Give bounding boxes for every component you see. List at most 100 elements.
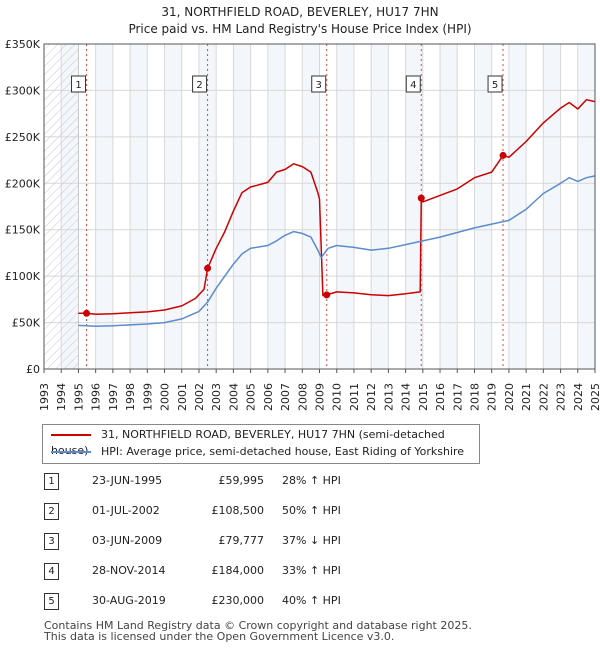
legend-item-hpi: HPI: Average price, semi-detached house,… [51,444,464,460]
sale-label-number: 2 [196,80,202,91]
x-tick-label: 2002 [193,383,206,411]
sale-point [204,264,212,272]
x-tick-label: 2009 [314,383,327,411]
sale-number-box: 5 [44,593,59,610]
footer-line-2: This data is licensed under the Open Gov… [44,630,395,643]
x-tick-label: 1998 [124,383,137,411]
x-tick-label: 2008 [296,383,309,411]
year-band [233,44,251,369]
sale-date: 30-AUG-2019 [92,594,166,607]
x-tick-label: 2006 [262,383,275,411]
x-tick-label: 2011 [348,383,361,411]
x-tick-label: 2000 [159,383,172,411]
y-tick-label: £300K [5,84,41,97]
sale-label-box [405,75,421,93]
sale-point [323,291,331,299]
price-chart: 1 2 3 4 5 £0 £50K £100K £150K £200K £250K £300K £35… [5,38,600,411]
year-band [267,44,286,369]
x-tick-label: 2005 [245,383,258,411]
x-tick-label: 2013 [382,383,395,411]
year-band [164,44,182,369]
sale-label-number: 4 [410,80,416,91]
x-tick-label: 2023 [555,383,568,411]
sale-label-number: 3 [316,80,322,91]
y-tick-label: £50K [12,317,41,330]
year-band [577,44,595,369]
sale-price: £108,500 [211,504,265,517]
title-line-1: 31, NORTHFIELD ROAD, BEVERLEY, HU17 7HN [161,5,439,19]
x-tick-label: 2018 [468,383,481,411]
sale-price: £184,000 [211,564,265,577]
sale-number-box: 1 [44,473,59,490]
x-tick-label: 2022 [537,383,550,411]
chart-legend: 31, NORTHFIELD ROAD, BEVERLEY, HU17 7HN … [42,424,480,464]
sale-label-number: 1 [75,80,81,91]
sale-hpi-change: 33% ↑ HPI [282,564,341,577]
y-tick-label: £150K [5,224,41,237]
sales-row: 1 23-JUN-1995 £59,995 28% ↑ HPI [44,470,484,500]
x-tick-label: 2017 [451,383,464,411]
x-tick-label: 2007 [279,383,292,411]
y-tick-label: £200K [5,177,41,190]
sale-number-box: 3 [44,533,59,550]
x-tick-label: 2003 [210,383,223,411]
sale-date: 23-JUN-1995 [92,474,163,487]
year-band [95,44,113,369]
year-band [130,44,148,369]
x-tick-label: 1994 [55,383,68,411]
legend-label-property: 31, NORTHFIELD ROAD, BEVERLEY, HU17 7HN … [51,428,445,457]
sale-point [499,151,507,159]
year-band [302,44,320,369]
chart-title: 31, NORTHFIELD ROAD, BEVERLEY, HU17 7HN … [0,4,600,38]
sale-price: £59,995 [218,474,265,487]
x-tick-label: 2012 [365,383,378,411]
sale-label-box [71,75,87,93]
x-tick-label: 2024 [572,383,585,411]
sale-number-box: 4 [44,563,59,580]
sale-hpi-change: 28% ↑ HPI [282,474,341,487]
sale-price: £230,000 [211,594,265,607]
x-tick-label: 2021 [520,383,533,411]
no-data-region [43,43,79,370]
legend-label-hpi: HPI: Average price, semi-detached house,… [101,445,465,458]
x-tick-label: 2014 [400,383,413,411]
sales-row: 5 30-AUG-2019 £230,000 40% ↑ HPI [44,590,484,620]
sale-point [83,309,91,317]
x-tick-label: 2010 [331,383,344,411]
x-tick-label: 1999 [141,383,154,411]
sales-row: 2 01-JUL-2002 £108,500 50% ↑ HPI [44,500,484,530]
year-band [336,44,354,369]
sale-date: 01-JUL-2002 [92,504,160,517]
footer-line-1: Contains HM Land Registry data © Crown c… [44,619,472,632]
sale-number-box: 2 [44,503,59,520]
x-tick-label: 1997 [107,383,120,411]
sales-row: 4 28-NOV-2014 £184,000 33% ↑ HPI [44,560,484,590]
legend-line-hpi [51,451,91,453]
legend-line-property [51,434,91,436]
year-band [440,44,458,369]
x-tick-label: 1995 [72,383,85,411]
sales-table: 1 23-JUN-1995 £59,995 28% ↑ HPI 2 01-JUL… [44,470,484,620]
year-band [543,44,561,369]
sale-hpi-change: 37% ↓ HPI [282,534,341,547]
sale-point [417,194,425,202]
title-line-2: Price paid vs. HM Land Registry's House … [128,22,472,36]
sale-date: 03-JUN-2009 [92,534,163,547]
y-tick-label: £350K [5,38,41,51]
sale-label-box [311,75,327,93]
sale-hpi-change: 50% ↑ HPI [282,504,341,517]
x-tick-label: 2020 [503,383,516,411]
year-band [508,44,527,369]
sales-row: 3 03-JUN-2009 £79,777 37% ↓ HPI [44,530,484,560]
y-tick-label: £0 [26,363,40,376]
year-band [198,44,217,369]
x-tick-label: 2019 [486,383,499,411]
sale-price: £79,777 [218,534,265,547]
x-tick-label: 2015 [417,383,430,411]
sale-label-box [487,75,503,93]
footer-credits: Contains HM Land Registry data © Crown c… [44,620,472,642]
x-tick-label: 2025 [589,383,600,411]
y-tick-label: £250K [5,131,41,144]
x-tick-label: 1996 [90,383,103,411]
x-tick-label: 2016 [434,383,447,411]
